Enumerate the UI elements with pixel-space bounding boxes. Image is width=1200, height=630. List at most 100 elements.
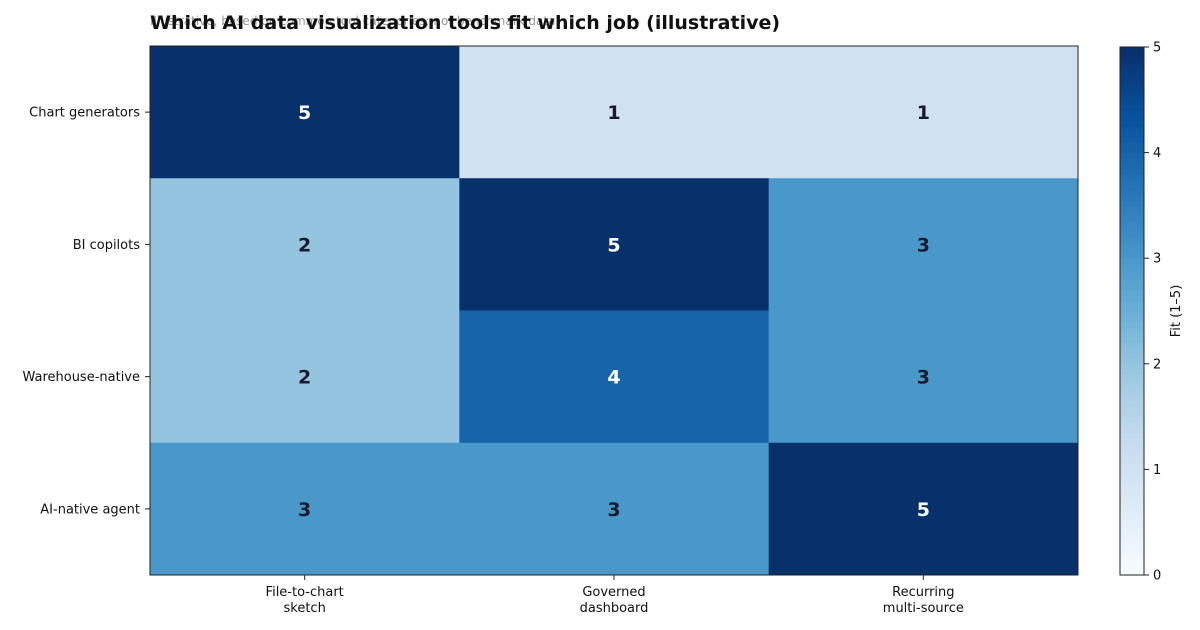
heatmap-cell bbox=[768, 46, 1079, 179]
cell-value-label: 5 bbox=[298, 102, 311, 124]
colorbar-segment bbox=[1120, 73, 1144, 80]
heatmap-cell bbox=[150, 310, 460, 444]
colorbar-segment bbox=[1120, 511, 1144, 518]
colorbar-frame bbox=[1119, 46, 1145, 576]
colorbar-segment bbox=[1120, 458, 1144, 465]
colorbar-segment bbox=[1120, 152, 1144, 159]
colorbar-segment bbox=[1120, 548, 1144, 555]
colorbar-segment bbox=[1120, 553, 1144, 560]
colorbar-segment bbox=[1120, 147, 1144, 154]
colorbar-segment bbox=[1120, 311, 1144, 317]
colorbar-segment bbox=[1120, 506, 1144, 513]
colorbar-segment bbox=[1120, 479, 1144, 486]
colorbar-segment bbox=[1120, 295, 1144, 302]
heatmap-cell bbox=[768, 442, 1079, 576]
colorbar-segment bbox=[1120, 421, 1144, 428]
colorbar-segment bbox=[1120, 168, 1144, 175]
heatmap-cell bbox=[459, 310, 770, 444]
cell-value-label: 1 bbox=[607, 102, 620, 124]
colorbar-tick-label: 1 bbox=[1153, 463, 1161, 478]
cell-value-label: 3 bbox=[298, 499, 311, 521]
colorbar-segment bbox=[1120, 110, 1144, 117]
y-tick-label: Chart generators bbox=[29, 106, 140, 121]
colorbar-segment bbox=[1120, 231, 1144, 238]
colorbar-segment bbox=[1120, 564, 1144, 571]
colorbar: 0 1 2 3 4 5 Fit (1–5) bbox=[1119, 41, 1184, 584]
cell-value-label: 3 bbox=[607, 499, 620, 521]
colorbar-segment bbox=[1120, 485, 1144, 492]
colorbar-segment bbox=[1120, 94, 1144, 101]
colorbar-tick-label: 5 bbox=[1153, 41, 1161, 56]
colorbar-segment bbox=[1120, 226, 1144, 233]
colorbar-segment bbox=[1120, 474, 1144, 481]
colorbar-segment bbox=[1120, 163, 1144, 170]
colorbar-segment bbox=[1120, 142, 1144, 148]
colorbar-segment bbox=[1120, 395, 1144, 402]
colorbar-segment bbox=[1120, 131, 1144, 138]
heatmap-cell-labels: 5 1 1 2 5 3 2 4 3 3 3 5 bbox=[298, 102, 930, 521]
chart-title: Which AI data visualization tools fit wh… bbox=[150, 12, 781, 34]
colorbar-segment bbox=[1120, 47, 1144, 53]
colorbar-segment bbox=[1120, 194, 1144, 201]
colorbar-segment bbox=[1120, 448, 1144, 455]
colorbar-segment bbox=[1120, 527, 1144, 534]
colorbar-segment bbox=[1120, 120, 1144, 127]
colorbar-segment bbox=[1120, 274, 1144, 280]
colorbar-segment bbox=[1120, 464, 1144, 470]
heatmap-cell bbox=[459, 46, 770, 179]
colorbar-segment bbox=[1120, 200, 1144, 206]
cell-value-label: 2 bbox=[298, 234, 311, 256]
colorbar-segment bbox=[1120, 569, 1144, 576]
x-tick-label: Governed bbox=[582, 585, 645, 600]
colorbar-segment bbox=[1120, 416, 1144, 423]
colorbar-segment bbox=[1120, 57, 1144, 64]
colorbar-tick-label: 3 bbox=[1153, 252, 1161, 267]
colorbar-segment bbox=[1120, 263, 1144, 270]
heatmap-cell bbox=[150, 178, 460, 311]
colorbar-segment bbox=[1120, 210, 1144, 217]
colorbar-segment bbox=[1120, 390, 1144, 397]
colorbar-segment bbox=[1120, 284, 1144, 291]
colorbar-segment bbox=[1120, 332, 1144, 338]
colorbar-segment bbox=[1120, 411, 1144, 418]
colorbar-segment bbox=[1120, 268, 1144, 275]
cell-value-label: 5 bbox=[917, 499, 930, 521]
colorbar-segment bbox=[1120, 495, 1144, 502]
colorbar-segment bbox=[1120, 490, 1144, 497]
colorbar-segment bbox=[1120, 437, 1144, 444]
y-axis: Chart generators BI copilots Warehouse-nat… bbox=[22, 106, 150, 517]
colorbar-segment bbox=[1120, 347, 1144, 354]
colorbar-segment bbox=[1120, 358, 1144, 365]
colorbar-segment bbox=[1120, 242, 1144, 249]
colorbar-segment bbox=[1120, 252, 1144, 259]
cell-value-label: 4 bbox=[607, 367, 620, 389]
colorbar-segment bbox=[1120, 321, 1144, 328]
x-tick-label: File-to-chart bbox=[266, 585, 344, 600]
colorbar-segment bbox=[1120, 406, 1144, 412]
heatmap-cell bbox=[459, 442, 770, 576]
x-tick-label: Recurring bbox=[892, 585, 954, 600]
chart-subtitle: Illustrative, based on common tool categ… bbox=[150, 14, 556, 28]
colorbar-segment bbox=[1120, 559, 1144, 566]
colorbar-segment bbox=[1120, 237, 1144, 243]
colorbar-segment bbox=[1120, 316, 1144, 323]
colorbar-segment bbox=[1120, 374, 1144, 381]
colorbar-segment bbox=[1120, 52, 1144, 59]
colorbar-segment bbox=[1120, 337, 1144, 344]
colorbar-segment bbox=[1120, 516, 1144, 523]
colorbar-segment bbox=[1120, 99, 1144, 106]
y-tick-label: AI-native agent bbox=[40, 502, 140, 517]
colorbar-segment bbox=[1120, 543, 1144, 550]
colorbar-segment bbox=[1120, 126, 1144, 133]
colorbar-segment bbox=[1120, 538, 1144, 544]
colorbar-segment bbox=[1120, 353, 1144, 360]
colorbar-segment bbox=[1120, 522, 1144, 529]
cell-value-label: 2 bbox=[298, 367, 311, 389]
colorbar-segment bbox=[1120, 453, 1144, 460]
colorbar-segment bbox=[1120, 427, 1144, 434]
colorbar-segment bbox=[1120, 289, 1144, 296]
colorbar-label: Fit (1–5) bbox=[1169, 285, 1184, 338]
heatmap-cell bbox=[459, 178, 770, 311]
